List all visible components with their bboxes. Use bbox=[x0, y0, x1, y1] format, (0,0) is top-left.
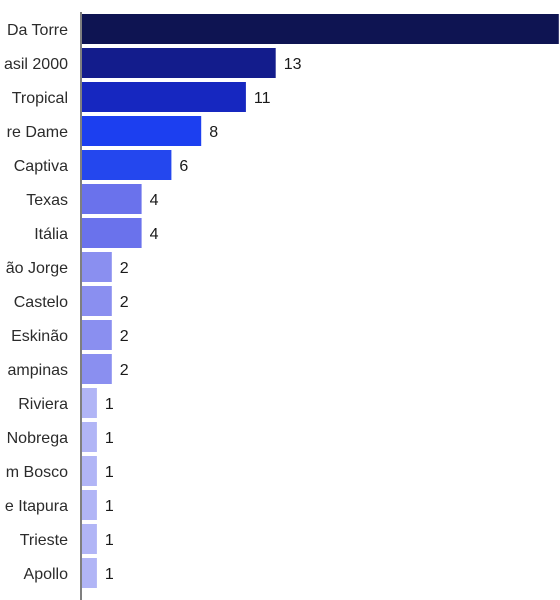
value-label-7: 2 bbox=[120, 260, 129, 277]
value-label-6: 4 bbox=[150, 226, 159, 243]
value-label-1: 13 bbox=[284, 56, 302, 73]
value-label-8: 2 bbox=[120, 294, 129, 311]
value-label-2: 11 bbox=[254, 90, 271, 107]
category-label-3: re Dame bbox=[7, 124, 68, 141]
category-label-12: Nobrega bbox=[7, 430, 68, 447]
bar-12 bbox=[82, 422, 97, 452]
bar-1 bbox=[82, 48, 276, 78]
category-label-5: Texas bbox=[26, 192, 68, 209]
category-label-13: m Bosco bbox=[6, 464, 68, 481]
category-label-10: ampinas bbox=[8, 362, 68, 379]
value-label-12: 1 bbox=[105, 430, 114, 447]
bar-8 bbox=[82, 286, 112, 316]
value-label-4: 6 bbox=[179, 158, 188, 175]
category-label-16: Apollo bbox=[24, 566, 69, 583]
category-label-8: Castelo bbox=[14, 294, 68, 311]
category-label-14: e Itapura bbox=[5, 498, 68, 515]
bar-10 bbox=[82, 354, 112, 384]
value-label-5: 4 bbox=[150, 192, 159, 209]
value-label-15: 1 bbox=[105, 532, 114, 549]
category-label-9: Eskinão bbox=[11, 328, 68, 345]
bar-3 bbox=[82, 116, 202, 146]
bar-16 bbox=[82, 558, 97, 588]
value-label-3: 8 bbox=[209, 124, 218, 141]
category-labels-group: Da Torre asil 2000 Tropical re Dame Captiva T… bbox=[4, 22, 68, 583]
bar-13 bbox=[82, 456, 97, 486]
category-label-2: Tropical bbox=[12, 90, 68, 107]
value-label-9: 2 bbox=[120, 328, 129, 345]
value-label-13: 1 bbox=[105, 464, 114, 481]
bar-14 bbox=[82, 490, 97, 520]
bar-15 bbox=[82, 524, 97, 554]
category-label-11: Riviera bbox=[18, 396, 68, 413]
bar-6 bbox=[82, 218, 142, 248]
category-label-1: asil 2000 bbox=[4, 56, 68, 73]
value-label-10: 2 bbox=[120, 362, 129, 379]
category-label-4: Captiva bbox=[14, 158, 68, 175]
value-label-14: 1 bbox=[105, 498, 114, 515]
bar-4 bbox=[82, 150, 172, 180]
value-label-11: 1 bbox=[105, 396, 114, 413]
bars-group bbox=[82, 14, 559, 588]
category-label-15: Trieste bbox=[20, 532, 68, 549]
category-label-0: Da Torre bbox=[7, 22, 68, 39]
category-label-6: Itália bbox=[34, 226, 68, 243]
bar-2 bbox=[82, 82, 246, 112]
value-label-16: 1 bbox=[105, 566, 114, 583]
bar-5 bbox=[82, 184, 142, 214]
category-label-7: ão Jorge bbox=[6, 260, 68, 277]
bar-0 bbox=[82, 14, 559, 44]
bar-7 bbox=[82, 252, 112, 282]
bar-11 bbox=[82, 388, 97, 418]
bar-9 bbox=[82, 320, 112, 350]
